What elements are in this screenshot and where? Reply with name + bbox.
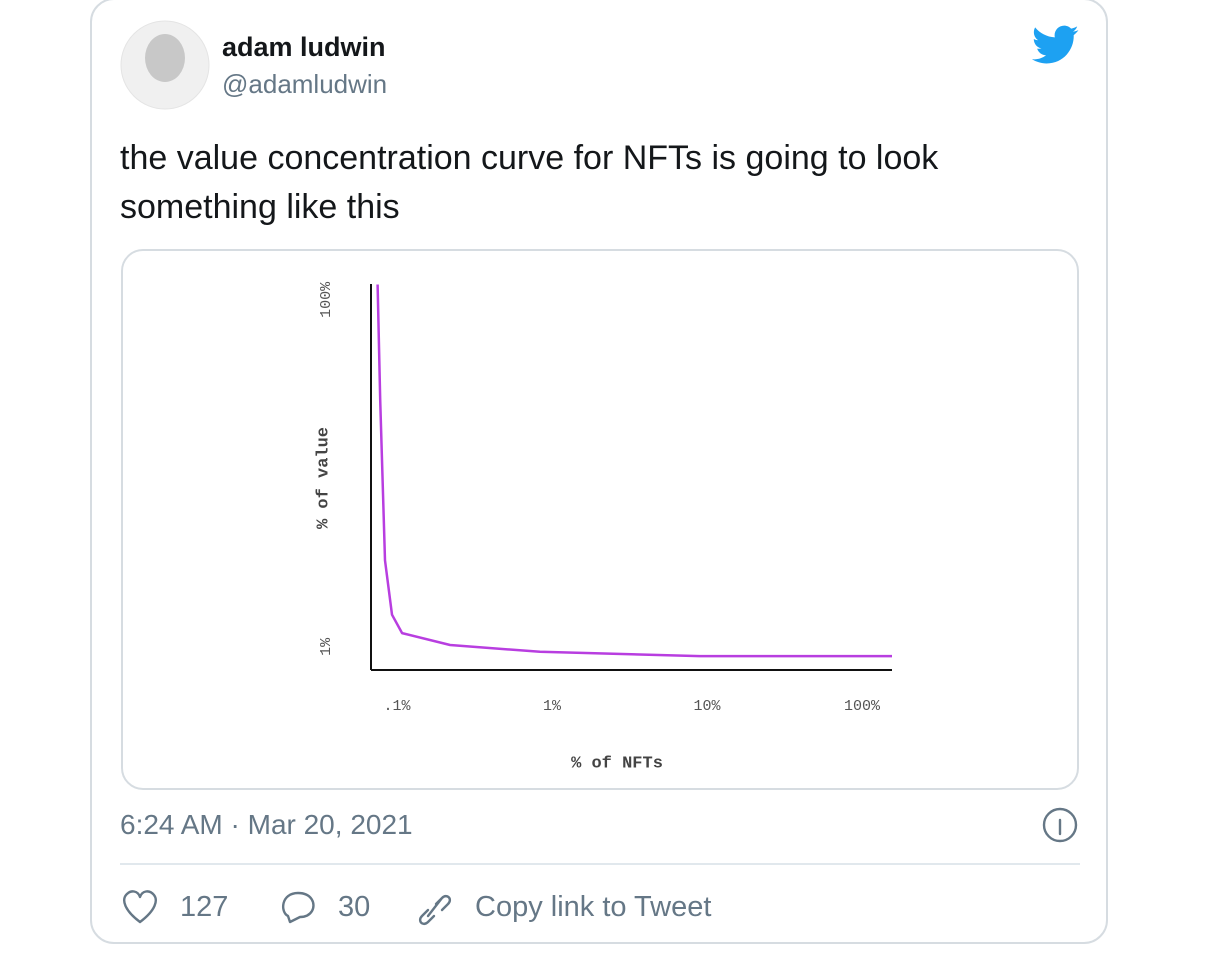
tweet-card: [90, 0, 1108, 944]
reply-count[interactable]: 30: [338, 891, 371, 923]
chart-frame: [121, 249, 1079, 790]
twitter-logo[interactable]: [1031, 25, 1079, 64]
like-count[interactable]: 127: [180, 891, 229, 923]
x-tick-label: .1%: [383, 698, 411, 715]
tweet-text: the value concentration curve for NFTs i…: [120, 139, 939, 226]
divider: [120, 863, 1080, 865]
x-tick-label: 10%: [694, 698, 722, 715]
x-axis-label: % of NFTs: [571, 754, 663, 773]
avatar-face: [145, 34, 185, 82]
link-icon[interactable]: [418, 894, 452, 926]
copy-link[interactable]: Copy link to Tweet: [475, 891, 712, 923]
x-tick-label: 100%: [844, 698, 881, 715]
y-axis-label: % of value: [314, 427, 333, 529]
timestamp[interactable]: 6:24 AM · Mar 20, 2021: [120, 809, 413, 840]
like-icon[interactable]: [123, 890, 157, 924]
author-name[interactable]: adam ludwin: [222, 32, 386, 62]
author-handle[interactable]: @adamludwin: [222, 69, 388, 99]
x-tick-label: 1%: [543, 698, 562, 715]
reply-icon[interactable]: [281, 891, 315, 924]
info-icon[interactable]: [1042, 807, 1078, 843]
curve: [376, 284, 892, 658]
y-tick-label: 1%: [318, 637, 335, 656]
y-tick-label: 100%: [318, 281, 335, 318]
